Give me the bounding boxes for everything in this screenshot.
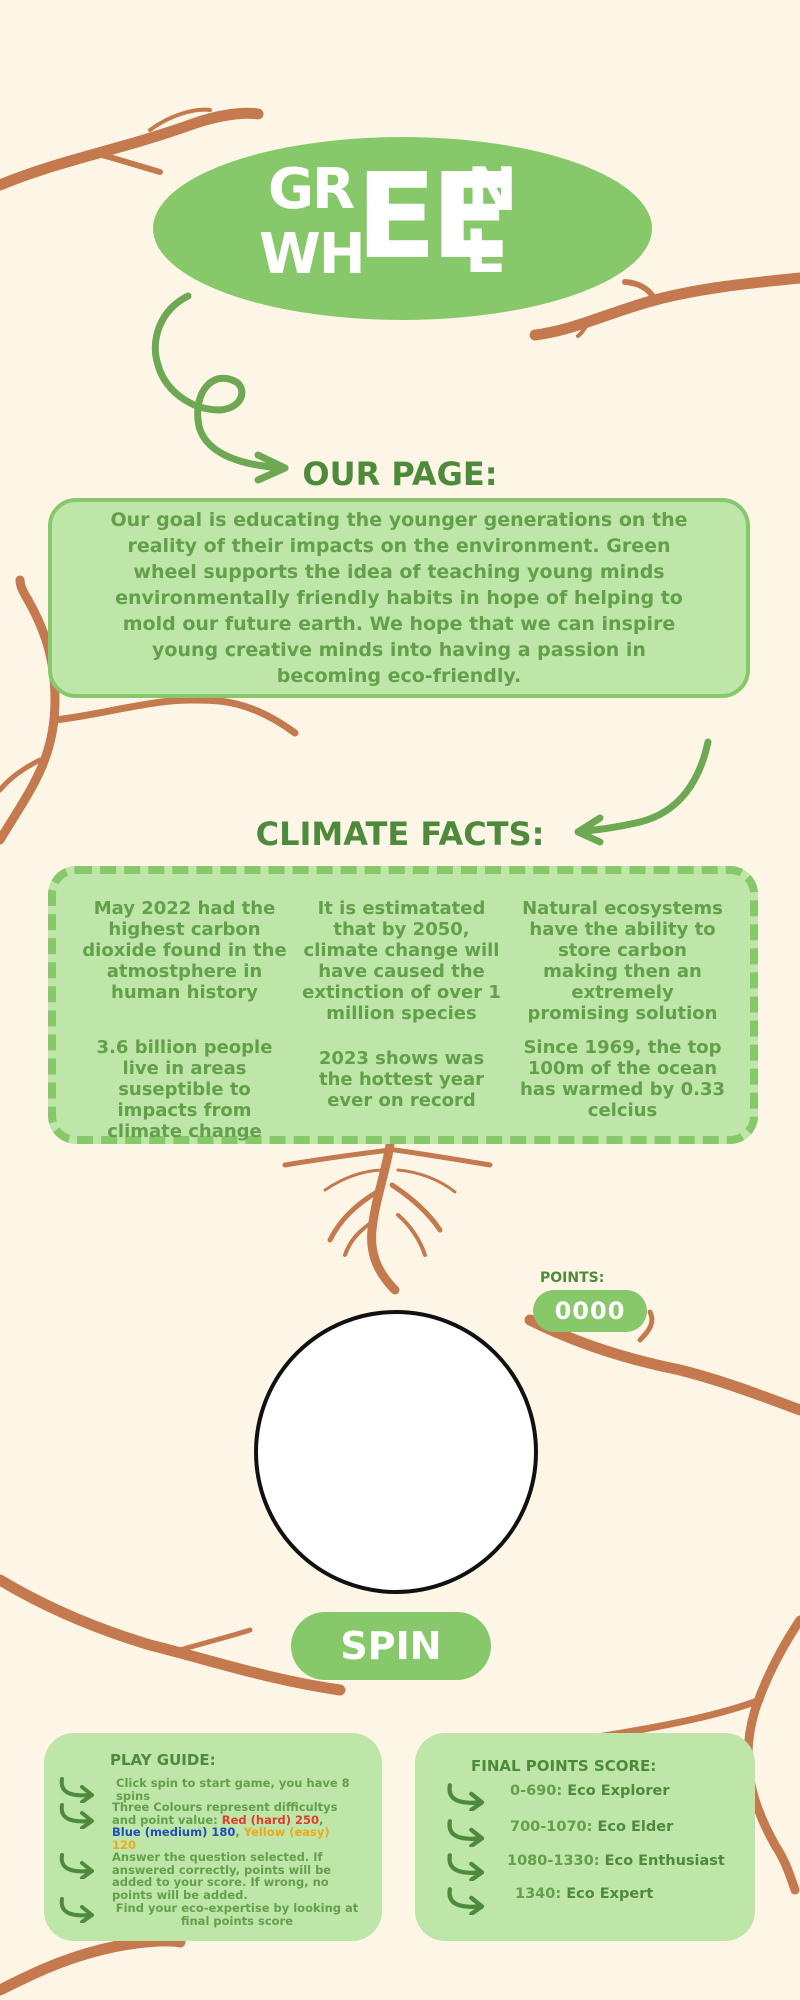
spin-wheel[interactable] xyxy=(254,1310,538,1594)
curved-arrow-icon xyxy=(59,1853,94,1879)
score-title: Eco Explorer xyxy=(567,1783,670,1799)
curved-arrow-icon xyxy=(447,1819,485,1847)
score-range: 1340: xyxy=(515,1886,562,1902)
climate-facts-heading: CLIMATE FACTS: xyxy=(255,815,545,853)
our-page-heading: OUR PAGE: xyxy=(302,455,498,493)
curved-arrow-icon xyxy=(59,1803,94,1829)
guide-item-colours: Three Colours represent difficultys and … xyxy=(112,1801,352,1851)
about-text: Our goal is educating the younger genera… xyxy=(110,509,688,687)
logo-text-wh: WH xyxy=(259,222,366,287)
guide-colours-text: Three Colours represent difficultys and … xyxy=(112,1800,338,1827)
points-counter: 0000 xyxy=(533,1290,647,1332)
score-range: 0-690: xyxy=(510,1783,563,1799)
score-range: 700-1070: xyxy=(510,1819,593,1835)
difficulty-red: Red (hard) 250 xyxy=(221,1812,320,1827)
score-tier: 1080-1330: Eco Enthusiast xyxy=(507,1853,725,1869)
points-label: POINTS: xyxy=(540,1270,605,1286)
guide-separator: , xyxy=(235,1825,240,1839)
score-title: Eco Expert xyxy=(566,1886,654,1902)
logo-text-n: N xyxy=(467,155,517,225)
score-title: Eco Enthusiast xyxy=(604,1853,725,1869)
final-score-title: FINAL POINTS SCORE: xyxy=(471,1757,657,1775)
score-tier: 700-1070: Eco Elder xyxy=(510,1819,673,1835)
curved-arrow-icon xyxy=(447,1887,485,1915)
score-tier: 0-690: Eco Explorer xyxy=(510,1783,669,1799)
climate-fact: 2023 shows was the hottest year ever on … xyxy=(318,1048,485,1111)
guide-item-answer: Answer the question selected. If answere… xyxy=(112,1850,332,1902)
green-wheel-logo: GR N WH L EE xyxy=(153,137,652,320)
curved-arrow-icon xyxy=(447,1783,485,1811)
climate-fact: 3.6 billion people live in areas susepti… xyxy=(96,1037,273,1142)
climate-fact: It is estimatated that by 2050, climate … xyxy=(302,898,501,1024)
play-guide-title: PLAY GUIDE: xyxy=(110,1751,216,1769)
climate-fact: May 2022 had the highest carbon dioxide … xyxy=(82,898,287,1003)
spin-button[interactable]: SPIN xyxy=(291,1612,491,1680)
climate-fact: Since 1969, the top 100m of the ocean ha… xyxy=(520,1037,726,1121)
final-score-panel: FINAL POINTS SCORE: 0-690: Eco Explorer … xyxy=(415,1733,755,1941)
play-guide-panel: PLAY GUIDE: Click spin to start game, yo… xyxy=(44,1733,382,1941)
logo-text-ee: EE xyxy=(356,147,511,285)
guide-separator: , xyxy=(319,1812,324,1827)
difficulty-yellow: Yellow (easy) 120 xyxy=(112,1825,330,1852)
score-tier: 1340: Eco Expert xyxy=(515,1886,653,1902)
score-title: Eco Elder xyxy=(597,1819,674,1835)
score-range: 1080-1330: xyxy=(507,1853,600,1869)
climate-facts-box: May 2022 had the highest carbon dioxide … xyxy=(48,866,758,1144)
curved-arrow-icon xyxy=(447,1853,485,1881)
climate-fact: Natural ecosystems have the ability to s… xyxy=(522,898,723,1024)
guide-item-final: Find your eco-expertise by looking at fi… xyxy=(115,1901,359,1928)
about-box: Our goal is educating the younger genera… xyxy=(48,498,750,698)
guide-item-spins: Click spin to start game, you have 8 spi… xyxy=(116,1776,350,1803)
logo-text-l: L xyxy=(465,217,503,287)
curved-arrow-icon xyxy=(59,1777,94,1803)
curved-arrow-icon xyxy=(59,1897,94,1923)
difficulty-blue: Blue (medium) 180 xyxy=(112,1825,236,1839)
logo-text-gr: GR xyxy=(268,157,355,222)
